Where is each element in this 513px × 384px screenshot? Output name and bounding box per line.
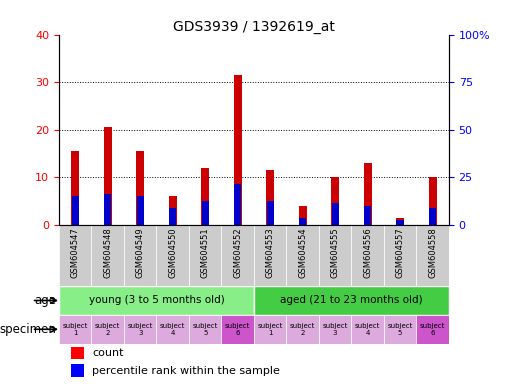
Bar <box>254 315 286 344</box>
Text: subject
4: subject 4 <box>160 323 185 336</box>
Bar <box>299 206 307 225</box>
Bar <box>384 225 417 286</box>
Text: GSM604551: GSM604551 <box>201 228 210 278</box>
Text: GSM604557: GSM604557 <box>396 228 405 278</box>
Text: subject
5: subject 5 <box>192 323 218 336</box>
Bar <box>136 196 144 225</box>
Text: subject
6: subject 6 <box>420 323 445 336</box>
Text: subject
2: subject 2 <box>95 323 121 336</box>
Bar <box>234 184 241 225</box>
Bar <box>156 315 189 344</box>
Text: subject
3: subject 3 <box>128 323 153 336</box>
Bar <box>364 206 371 225</box>
Text: GSM604548: GSM604548 <box>103 228 112 278</box>
Bar <box>222 315 254 344</box>
Bar <box>233 75 242 225</box>
Text: age: age <box>34 294 56 307</box>
Text: subject
5: subject 5 <box>387 323 413 336</box>
Bar <box>397 220 404 225</box>
Text: GSM604556: GSM604556 <box>363 228 372 278</box>
Bar <box>222 225 254 286</box>
Bar <box>254 225 286 286</box>
Bar <box>136 151 144 225</box>
Bar <box>72 196 79 225</box>
Bar <box>267 201 274 225</box>
Bar <box>104 194 111 225</box>
Bar <box>429 208 436 225</box>
Text: percentile rank within the sample: percentile rank within the sample <box>92 366 280 376</box>
Bar <box>331 177 339 225</box>
Bar <box>71 151 80 225</box>
Text: subject
1: subject 1 <box>258 323 283 336</box>
Bar <box>286 225 319 286</box>
Text: subject
2: subject 2 <box>290 323 315 336</box>
Bar <box>364 163 372 225</box>
Bar <box>428 177 437 225</box>
Bar <box>331 203 339 225</box>
Title: GDS3939 / 1392619_at: GDS3939 / 1392619_at <box>173 20 335 33</box>
Bar <box>384 315 417 344</box>
Bar <box>417 315 449 344</box>
Bar <box>319 225 351 286</box>
Bar <box>59 315 91 344</box>
Text: GSM604553: GSM604553 <box>266 228 274 278</box>
Bar <box>169 208 176 225</box>
Text: subject
1: subject 1 <box>63 323 88 336</box>
Bar <box>254 286 449 315</box>
Bar <box>71 364 84 376</box>
Bar <box>124 315 156 344</box>
Bar <box>351 225 384 286</box>
Bar <box>189 315 222 344</box>
Bar <box>91 315 124 344</box>
Bar <box>124 225 156 286</box>
Text: GSM604552: GSM604552 <box>233 228 242 278</box>
Bar <box>169 196 177 225</box>
Text: GSM604549: GSM604549 <box>136 228 145 278</box>
Text: subject
3: subject 3 <box>323 323 348 336</box>
Bar <box>299 217 306 225</box>
Text: GSM604555: GSM604555 <box>331 228 340 278</box>
Text: GSM604558: GSM604558 <box>428 228 437 278</box>
Text: subject
6: subject 6 <box>225 323 250 336</box>
Bar <box>351 315 384 344</box>
Text: specimen: specimen <box>0 323 56 336</box>
Bar <box>396 217 404 225</box>
Text: count: count <box>92 348 124 358</box>
Bar <box>201 168 209 225</box>
Text: GSM604554: GSM604554 <box>298 228 307 278</box>
Text: young (3 to 5 months old): young (3 to 5 months old) <box>89 295 224 306</box>
Bar <box>202 201 209 225</box>
Bar <box>319 315 351 344</box>
Bar <box>286 315 319 344</box>
Text: GSM604547: GSM604547 <box>71 228 80 278</box>
Bar <box>104 127 112 225</box>
Bar <box>59 286 254 315</box>
Text: aged (21 to 23 months old): aged (21 to 23 months old) <box>280 295 423 306</box>
Bar <box>189 225 222 286</box>
Bar <box>156 225 189 286</box>
Bar <box>91 225 124 286</box>
Bar <box>266 170 274 225</box>
Bar <box>59 225 91 286</box>
Bar <box>417 225 449 286</box>
Text: subject
4: subject 4 <box>355 323 380 336</box>
Bar <box>71 347 84 359</box>
Text: GSM604550: GSM604550 <box>168 228 177 278</box>
